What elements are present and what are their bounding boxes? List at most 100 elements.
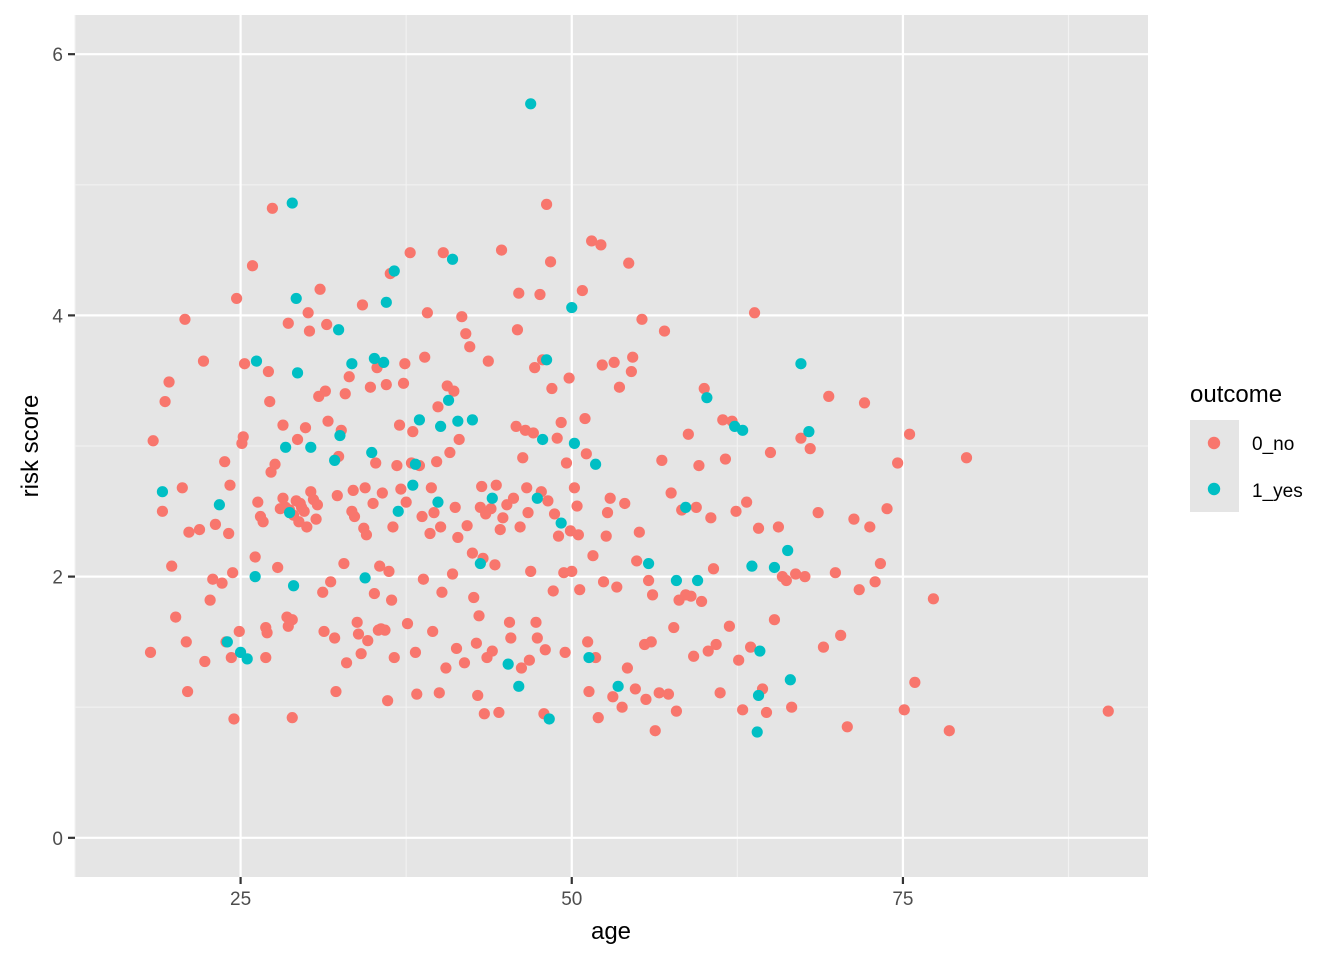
- data-point: [490, 479, 502, 491]
- x-tick-label: 75: [892, 889, 913, 910]
- data-point: [427, 625, 439, 638]
- data-point: [717, 414, 729, 426]
- data-point: [537, 433, 549, 446]
- data-point: [583, 685, 595, 698]
- y-tick-label: 6: [52, 45, 63, 66]
- data-point: [159, 395, 171, 408]
- data-point: [670, 705, 683, 717]
- legend-label-1-yes: 1_yes: [1252, 481, 1303, 502]
- data-point: [534, 288, 546, 301]
- data-point: [299, 422, 312, 434]
- data-point: [510, 420, 522, 433]
- data-point: [156, 505, 169, 517]
- data-point: [391, 459, 403, 472]
- data-point: [631, 555, 643, 567]
- data-point: [540, 354, 553, 366]
- data-point: [179, 313, 191, 325]
- data-point: [193, 523, 206, 536]
- data-point: [180, 636, 192, 648]
- data-point: [525, 565, 537, 577]
- data-point: [338, 557, 350, 570]
- data-point: [340, 657, 353, 669]
- data-point: [812, 507, 824, 519]
- data-point: [293, 516, 305, 528]
- data-point: [517, 452, 529, 464]
- data-point: [486, 492, 498, 504]
- data-point: [649, 725, 661, 737]
- data-point: [282, 317, 294, 329]
- data-point: [529, 362, 541, 374]
- data-point: [207, 573, 219, 585]
- data-point: [752, 689, 765, 702]
- data-point: [388, 651, 400, 664]
- data-point: [646, 589, 659, 601]
- data-point: [514, 521, 526, 533]
- data-point: [260, 651, 272, 664]
- data-point: [284, 507, 296, 519]
- data-point: [359, 482, 371, 494]
- data-point: [223, 527, 235, 540]
- data-point: [685, 590, 697, 602]
- data-point: [392, 505, 404, 517]
- data-point: [374, 560, 386, 572]
- data-point: [707, 563, 720, 575]
- data-point: [881, 503, 893, 515]
- data-point: [662, 688, 675, 700]
- data-point: [544, 256, 557, 268]
- data-point: [507, 492, 520, 504]
- data-point: [425, 482, 437, 494]
- data-point: [621, 662, 633, 674]
- data-point: [853, 584, 865, 596]
- data-point: [399, 358, 411, 370]
- data-point: [551, 432, 563, 444]
- data-point: [784, 674, 796, 686]
- data-point: [495, 244, 508, 256]
- data-point: [333, 324, 345, 336]
- data-point: [355, 648, 367, 660]
- data-point: [407, 479, 419, 491]
- data-point: [869, 576, 881, 588]
- data-point: [409, 646, 422, 658]
- data-point: [331, 490, 343, 502]
- data-point: [580, 448, 592, 460]
- data-point: [571, 500, 583, 512]
- data-point: [330, 685, 342, 698]
- data-point: [695, 595, 708, 608]
- data-point: [596, 359, 608, 371]
- data-point: [472, 689, 484, 702]
- data-point: [702, 645, 714, 657]
- data-point: [478, 708, 490, 720]
- data-point: [719, 453, 732, 465]
- data-point: [497, 512, 509, 524]
- data-point: [468, 591, 480, 604]
- data-point: [444, 446, 456, 459]
- data-point: [318, 625, 330, 638]
- data-point: [209, 518, 222, 530]
- data-point: [436, 586, 448, 598]
- data-point: [552, 530, 565, 542]
- data-point: [448, 385, 460, 397]
- data-point: [311, 499, 324, 511]
- data-point: [692, 574, 704, 587]
- data-point: [1102, 705, 1114, 717]
- data-point: [513, 680, 525, 692]
- data-point: [502, 658, 514, 670]
- data-point: [213, 499, 225, 511]
- y-axis-title: risk score: [17, 395, 44, 498]
- data-point: [199, 655, 211, 668]
- data-point: [442, 394, 455, 406]
- data-point: [539, 644, 551, 656]
- data-point: [590, 458, 602, 470]
- data-point: [559, 646, 571, 658]
- data-point: [262, 365, 275, 378]
- data-point: [586, 235, 598, 247]
- data-point: [219, 456, 231, 468]
- data-point: [568, 482, 581, 494]
- data-point: [829, 567, 841, 579]
- data-point: [286, 197, 298, 209]
- data-point: [960, 452, 973, 464]
- data-point: [156, 486, 169, 498]
- data-point: [456, 311, 468, 323]
- data-point: [393, 419, 406, 431]
